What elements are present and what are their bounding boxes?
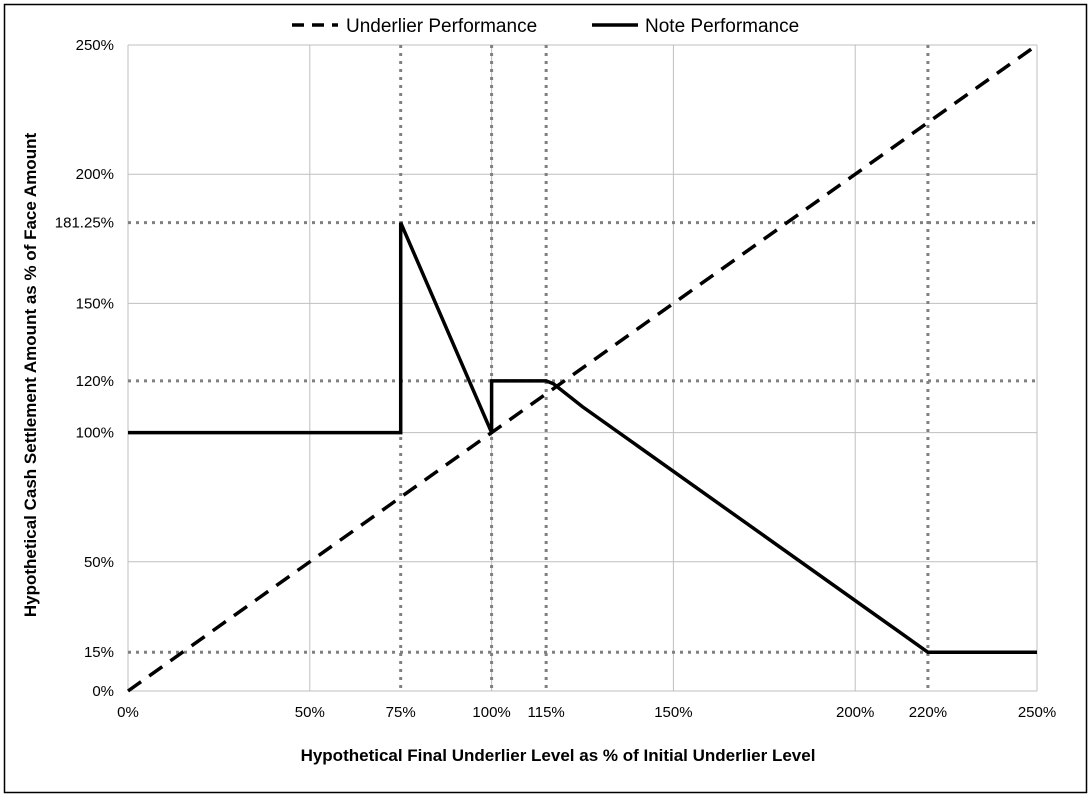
y-axis-title: Hypothetical Cash Settlement Amount as %… <box>21 133 40 618</box>
y-tick-label: 150% <box>76 295 114 312</box>
x-tick-label: 250% <box>1018 704 1056 721</box>
x-axis-title: Hypothetical Final Underlier Level as % … <box>301 746 816 765</box>
x-tick-label: 100% <box>472 704 510 721</box>
x-tick-label: 0% <box>117 704 139 721</box>
y-tick-label: 100% <box>76 425 114 442</box>
x-axis-ticks: 0% 50% 75% 100% 115% 150% 200% 220% 250% <box>117 704 1056 721</box>
y-tick-label: 120% <box>76 373 114 390</box>
y-tick-label: 15% <box>84 644 114 661</box>
note-performance-line <box>128 221 1037 654</box>
x-tick-label: 115% <box>528 704 565 721</box>
legend-label: Underlier Performance <box>346 16 537 37</box>
y-tick-label: 50% <box>84 554 114 571</box>
legend: Underlier Performance Note Performance <box>292 16 799 37</box>
series-layer <box>126 43 1039 693</box>
y-tick-label: 250% <box>76 37 114 54</box>
legend-label: Note Performance <box>645 16 799 37</box>
x-tick-label: 50% <box>295 704 325 721</box>
x-tick-label: 220% <box>909 704 947 721</box>
underlier-performance-line <box>126 43 1039 693</box>
x-tick-label: 200% <box>836 704 874 721</box>
y-tick-label: 200% <box>76 166 114 183</box>
y-tick-label: 181.25% <box>55 215 114 232</box>
x-tick-label: 75% <box>386 704 416 721</box>
x-tick-label: 150% <box>654 704 692 721</box>
y-axis-ticks: 0% 15% 50% 100% 120% 150% 181.25% 200% 250% <box>55 37 114 700</box>
y-tick-label: 0% <box>92 683 114 700</box>
